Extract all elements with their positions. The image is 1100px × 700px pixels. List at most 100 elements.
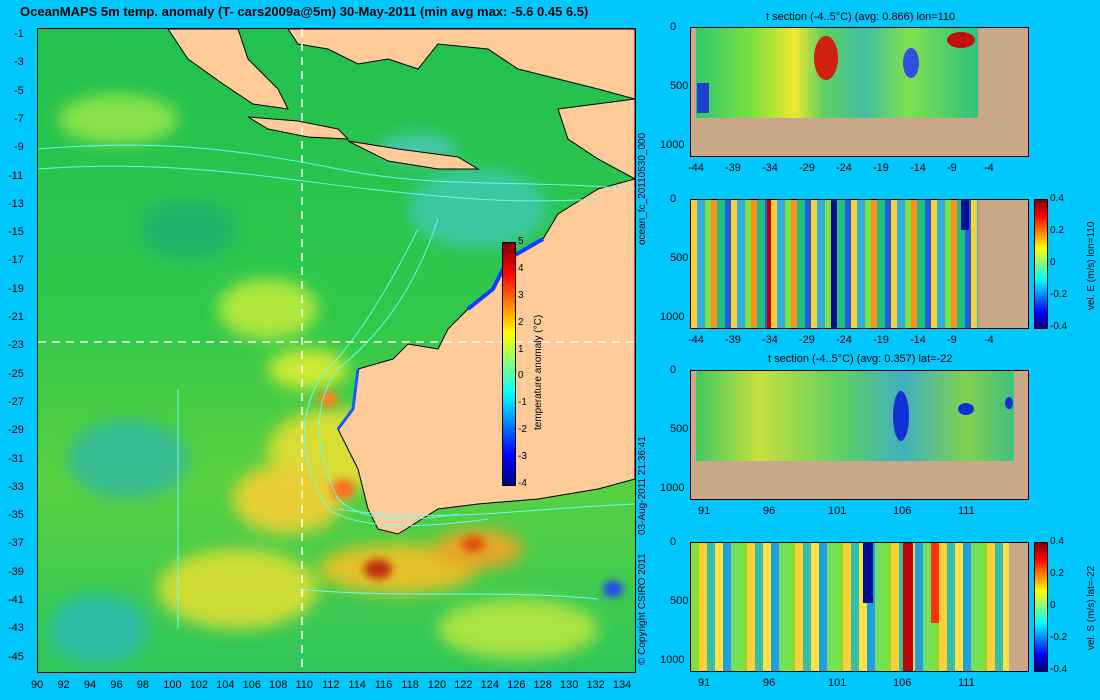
lon-tick-label: 96 <box>110 679 123 691</box>
map-colorbar-tick: -4 <box>518 478 527 489</box>
lat-tick-label: -1 <box>14 28 24 40</box>
lat-tick-label: -27 <box>8 395 24 408</box>
lat-tick-label: -25 <box>8 367 24 380</box>
panel-colorbar-tick: -0.2 <box>1050 632 1068 643</box>
vel-e-colorbar <box>1034 199 1048 329</box>
panel-colorbar-tick: -0.2 <box>1050 289 1068 300</box>
lon-tick-label: 114 <box>348 679 366 691</box>
panel-y-tick: 1000 <box>660 654 685 666</box>
panel-x-tick: -34 <box>762 334 778 346</box>
vel-s-colorbar <box>1034 542 1048 672</box>
lon-tick-label: 130 <box>560 679 579 691</box>
lon-tick-label: 134 <box>612 679 632 691</box>
panel-y-tick: 500 <box>670 595 689 607</box>
panel-y-tick: 0 <box>670 364 677 376</box>
panel-colorbar-tick: 0.4 <box>1050 536 1064 547</box>
panel-y-tick: 0 <box>670 536 677 548</box>
map-colorbar-tick: -1 <box>518 397 527 409</box>
t-section-lon-panel[interactable] <box>690 27 1029 157</box>
map-colorbar-tick: 1 <box>518 343 524 355</box>
panel-x-tick: 96 <box>763 677 776 689</box>
panel-1-title: t section (-4..5°C) (avg: 0.866) lon=110 <box>766 11 956 23</box>
panel-x-tick: -4 <box>984 162 994 174</box>
panel-x-tick: -39 <box>725 334 741 346</box>
map-colorbar-tick: 2 <box>518 316 524 328</box>
map-canvas <box>38 29 635 672</box>
lon-tick-label: 116 <box>374 679 393 691</box>
lon-tick-label: 128 <box>533 679 552 691</box>
panel-y-tick: 1000 <box>660 139 685 151</box>
panel-x-tick: 96 <box>763 505 776 517</box>
vel-e-section-panel[interactable] <box>690 199 1029 329</box>
vel-s-colorbar-label: vel. S (m/s) lat=-22 <box>1086 565 1097 650</box>
lon-tick-label: 124 <box>480 679 499 691</box>
timestamp-label: 03-Aug-2011 21:36:41 <box>637 436 648 535</box>
map-colorbar-tick: 4 <box>518 262 524 274</box>
panel-x-tick: -24 <box>836 334 852 346</box>
panel-y-tick: 0 <box>670 193 677 205</box>
panel-x-tick: -9 <box>947 334 957 346</box>
lon-tick-label: 104 <box>216 679 235 691</box>
map-colorbar-tick: 3 <box>518 289 524 301</box>
panel-x-tick: 111 <box>958 505 975 517</box>
panel-colorbar-tick: 0 <box>1050 600 1056 611</box>
panel-y-tick: 500 <box>670 423 689 435</box>
lat-tick-label: -13 <box>8 197 24 210</box>
lat-tick-label: -43 <box>8 622 24 635</box>
lat-tick-label: -21 <box>8 311 24 323</box>
lat-tick-label: -23 <box>8 339 24 352</box>
lon-tick-label: 122 <box>454 679 473 691</box>
panel-colorbar-tick: -0.4 <box>1050 664 1068 675</box>
panel-x-tick: 91 <box>698 677 711 689</box>
lon-tick-label: 102 <box>189 679 209 691</box>
run-id-label: ocean_fc_20110530_000 <box>637 132 648 245</box>
panel-x-tick: 91 <box>698 505 711 517</box>
map-colorbar <box>502 242 516 486</box>
panel-x-tick: 111 <box>958 677 975 689</box>
panel-x-tick: -19 <box>873 334 889 346</box>
panel-colorbar-tick: 0.4 <box>1050 193 1064 204</box>
panel-colorbar-tick: 0 <box>1050 257 1056 268</box>
lon-tick-label: 132 <box>586 679 605 691</box>
lon-tick-label: 110 <box>295 679 314 691</box>
lat-tick-label: -11 <box>8 169 24 182</box>
lon-tick-label: 120 <box>427 679 447 691</box>
map-colorbar-tick: -2 <box>518 424 527 436</box>
t-section-lat-panel[interactable] <box>690 370 1029 500</box>
lon-tick-label: 100 <box>163 679 182 691</box>
panel-x-tick: -19 <box>873 162 889 174</box>
lon-tick-label: 108 <box>269 679 288 691</box>
panel-x-tick: 106 <box>893 677 912 689</box>
vel-s-section-panel[interactable] <box>690 542 1029 672</box>
lon-tick-label: 94 <box>83 679 97 691</box>
map-colorbar-tick: 0 <box>518 370 524 382</box>
page-title: OceanMAPS 5m temp. anomaly (T- cars2009a… <box>20 4 589 19</box>
lon-tick-label: 92 <box>57 679 70 691</box>
panel-y-tick: 1000 <box>660 482 685 494</box>
panel-colorbar-tick: -0.4 <box>1050 321 1068 332</box>
lon-tick-label: 126 <box>507 679 526 691</box>
panel-x-tick: -29 <box>799 162 815 174</box>
panel-x-tick: 101 <box>828 505 847 517</box>
panel-x-tick: 106 <box>893 505 912 517</box>
temperature-anomaly-map[interactable] <box>37 28 636 673</box>
lat-tick-label: -35 <box>8 509 24 522</box>
lat-tick-label: -41 <box>8 594 24 606</box>
panel-y-tick: 1000 <box>660 311 685 323</box>
panel-x-tick: -9 <box>947 162 957 174</box>
panel-y-tick: 500 <box>670 80 689 92</box>
panel-colorbar-tick: 0.2 <box>1050 568 1064 579</box>
copyright-label: © Copyright CSIRO 2011 <box>637 553 648 665</box>
lat-tick-label: -5 <box>14 84 24 97</box>
lat-tick-label: -17 <box>8 254 24 267</box>
panel-x-tick: -24 <box>836 162 852 174</box>
lat-tick-label: -9 <box>14 141 24 154</box>
panel-x-tick: -44 <box>688 334 704 346</box>
panel-x-tick: -29 <box>799 334 815 346</box>
map-colorbar-tick: 5 <box>518 236 524 247</box>
map-colorbar-label: temperature anomaly (°C) <box>533 314 544 430</box>
lat-tick-label: -37 <box>8 537 24 550</box>
lat-tick-label: -29 <box>8 424 24 437</box>
panel-colorbar-tick: 0.2 <box>1050 225 1064 236</box>
lat-tick-label: -19 <box>8 282 24 295</box>
